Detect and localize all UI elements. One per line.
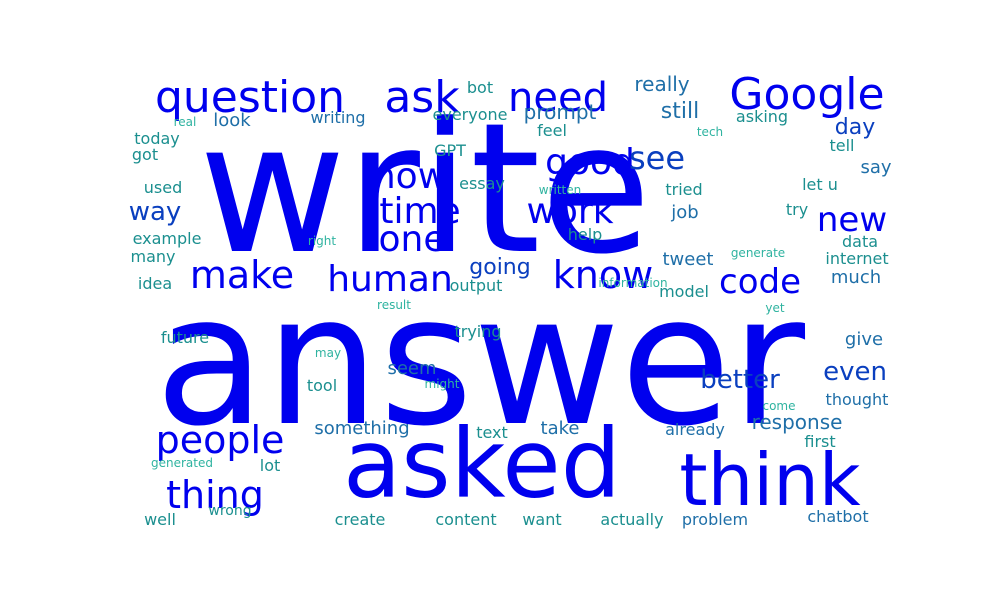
word: know bbox=[552, 253, 654, 297]
word: question bbox=[154, 72, 346, 123]
word: write bbox=[198, 85, 652, 294]
word: may bbox=[314, 346, 342, 360]
word: way bbox=[128, 197, 182, 227]
word: feel bbox=[537, 121, 567, 140]
word: today bbox=[134, 129, 180, 148]
word: essay bbox=[459, 174, 505, 193]
word: tried bbox=[665, 180, 703, 199]
word: still bbox=[660, 99, 700, 124]
word: data bbox=[841, 232, 879, 251]
word: take bbox=[540, 418, 580, 439]
word: going bbox=[469, 255, 531, 280]
word: day bbox=[834, 115, 876, 140]
word: thing bbox=[166, 473, 264, 517]
word: written bbox=[538, 183, 582, 197]
word: Google bbox=[729, 69, 885, 120]
word: asking bbox=[735, 107, 789, 126]
word: problem bbox=[681, 510, 749, 529]
word: need bbox=[508, 75, 608, 121]
word: yet bbox=[765, 301, 785, 315]
word: help bbox=[567, 225, 603, 244]
word: might bbox=[424, 377, 460, 391]
word: wrong bbox=[208, 503, 252, 519]
word: better bbox=[700, 365, 780, 395]
word: one bbox=[378, 219, 446, 260]
word: bot bbox=[466, 78, 494, 97]
word: work bbox=[526, 191, 614, 232]
word: look bbox=[213, 110, 251, 131]
word: prompt bbox=[523, 100, 597, 124]
word: content bbox=[435, 510, 497, 529]
word: let u bbox=[802, 175, 838, 194]
word: time bbox=[379, 191, 461, 232]
word: writing bbox=[310, 108, 366, 127]
word: see bbox=[628, 139, 686, 177]
word: ask bbox=[384, 72, 460, 123]
word: something bbox=[314, 418, 410, 439]
word: make bbox=[189, 253, 295, 297]
word: GPT bbox=[434, 141, 466, 160]
word: trying bbox=[454, 322, 502, 341]
word: answer bbox=[154, 257, 806, 466]
word: human bbox=[327, 259, 453, 300]
word: chatbot bbox=[807, 507, 869, 526]
word: got bbox=[131, 145, 159, 164]
word: internet bbox=[825, 249, 889, 268]
word: everyone bbox=[432, 105, 508, 124]
word: try bbox=[785, 200, 809, 219]
word: result bbox=[377, 298, 411, 312]
word: many bbox=[130, 247, 176, 266]
word: think bbox=[679, 438, 861, 522]
word: example bbox=[132, 229, 202, 248]
word: come bbox=[762, 399, 796, 413]
word: model bbox=[659, 282, 709, 301]
word: tool bbox=[306, 376, 338, 395]
word: job bbox=[671, 202, 699, 223]
word: well bbox=[144, 510, 176, 529]
word: used bbox=[143, 178, 183, 197]
word: tech bbox=[696, 125, 724, 139]
word: real bbox=[173, 115, 197, 129]
word: code bbox=[719, 262, 801, 302]
word: new bbox=[816, 200, 888, 240]
word: already bbox=[665, 420, 725, 439]
word: people bbox=[155, 418, 285, 462]
word: asked bbox=[342, 409, 622, 520]
word: text bbox=[476, 423, 508, 442]
word: right bbox=[307, 234, 337, 248]
word: give bbox=[844, 329, 884, 350]
word: response bbox=[751, 410, 843, 434]
word: good bbox=[545, 142, 635, 183]
word: create bbox=[334, 510, 386, 529]
word: generate bbox=[730, 246, 786, 260]
word: generated bbox=[151, 456, 213, 470]
word: lot bbox=[259, 456, 281, 475]
word: much bbox=[830, 267, 882, 288]
word: even bbox=[823, 357, 887, 387]
word: tweet bbox=[662, 249, 714, 270]
word: first bbox=[804, 432, 836, 451]
word: output bbox=[449, 276, 503, 295]
word: information bbox=[598, 276, 668, 290]
word: future bbox=[160, 328, 210, 347]
word: really bbox=[634, 72, 690, 96]
word: tell bbox=[829, 136, 855, 155]
word: now bbox=[372, 156, 448, 197]
word: idea bbox=[137, 274, 173, 293]
word: say bbox=[860, 157, 892, 178]
word: seem bbox=[387, 358, 437, 379]
word: want bbox=[522, 510, 562, 529]
word: actually bbox=[600, 510, 664, 529]
word: thought bbox=[825, 390, 889, 409]
